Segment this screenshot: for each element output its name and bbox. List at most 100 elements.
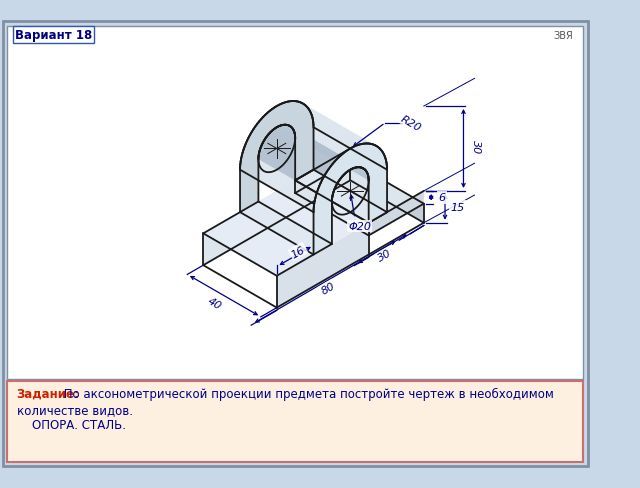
Polygon shape	[248, 136, 323, 181]
Text: ОПОРА. СТАЛЬ.: ОПОРА. СТАЛЬ.	[17, 418, 125, 431]
Polygon shape	[279, 104, 355, 148]
Polygon shape	[262, 144, 336, 188]
Polygon shape	[369, 191, 424, 236]
Polygon shape	[282, 103, 357, 147]
Polygon shape	[259, 157, 332, 201]
Polygon shape	[302, 104, 377, 147]
Polygon shape	[240, 165, 314, 210]
Polygon shape	[204, 181, 369, 276]
Polygon shape	[292, 129, 366, 172]
Polygon shape	[312, 116, 386, 161]
Text: 40: 40	[206, 296, 223, 311]
Text: 30: 30	[376, 248, 394, 264]
Text: R20: R20	[399, 114, 423, 133]
Polygon shape	[272, 130, 347, 174]
Polygon shape	[280, 126, 355, 169]
Polygon shape	[263, 116, 339, 160]
Polygon shape	[259, 151, 333, 195]
Polygon shape	[268, 112, 344, 156]
Polygon shape	[292, 102, 368, 144]
Polygon shape	[289, 126, 364, 169]
Polygon shape	[350, 162, 424, 224]
Polygon shape	[270, 132, 344, 176]
Polygon shape	[294, 134, 369, 177]
Polygon shape	[295, 137, 369, 181]
Polygon shape	[246, 142, 321, 187]
Bar	[8, 381, 583, 462]
Polygon shape	[291, 102, 366, 144]
Polygon shape	[303, 105, 379, 148]
Polygon shape	[259, 156, 332, 200]
Polygon shape	[271, 131, 346, 175]
Polygon shape	[288, 102, 364, 145]
Polygon shape	[240, 168, 314, 213]
Polygon shape	[285, 125, 359, 168]
Polygon shape	[262, 142, 337, 186]
Polygon shape	[261, 118, 337, 162]
Polygon shape	[241, 162, 314, 207]
Polygon shape	[259, 154, 333, 198]
Polygon shape	[255, 125, 331, 170]
Polygon shape	[266, 113, 341, 158]
Polygon shape	[268, 135, 342, 178]
Polygon shape	[292, 128, 366, 171]
Polygon shape	[313, 121, 387, 165]
Text: 15: 15	[451, 203, 465, 212]
Polygon shape	[294, 102, 370, 144]
Polygon shape	[250, 133, 325, 178]
Polygon shape	[296, 102, 372, 145]
Bar	[8, 27, 583, 379]
Polygon shape	[295, 149, 350, 194]
Polygon shape	[241, 156, 316, 202]
Polygon shape	[294, 133, 368, 176]
Polygon shape	[305, 106, 380, 149]
Text: По аксонометрической проекции предмета постройте чертеж в необходимом: По аксонометрической проекции предмета п…	[60, 387, 554, 400]
Polygon shape	[295, 162, 424, 236]
Polygon shape	[279, 126, 354, 169]
Polygon shape	[284, 125, 358, 168]
Text: ЗВЯ: ЗВЯ	[553, 30, 573, 41]
Polygon shape	[294, 132, 368, 175]
Polygon shape	[286, 102, 362, 145]
Text: 6: 6	[438, 193, 446, 203]
Polygon shape	[247, 139, 322, 184]
Polygon shape	[265, 138, 339, 182]
Text: Задание:: Задание:	[17, 387, 79, 400]
Polygon shape	[308, 109, 383, 153]
Polygon shape	[293, 130, 367, 173]
Polygon shape	[252, 130, 327, 175]
Polygon shape	[264, 141, 338, 185]
Polygon shape	[266, 137, 340, 181]
Polygon shape	[313, 123, 387, 168]
Polygon shape	[267, 136, 342, 179]
Polygon shape	[259, 159, 332, 202]
Polygon shape	[295, 135, 369, 178]
Text: 30: 30	[472, 139, 481, 154]
Polygon shape	[257, 122, 333, 167]
Polygon shape	[272, 108, 348, 152]
Polygon shape	[287, 125, 361, 168]
Polygon shape	[314, 144, 387, 255]
Polygon shape	[309, 110, 383, 154]
Text: 16: 16	[289, 244, 307, 260]
Polygon shape	[244, 147, 318, 193]
Polygon shape	[312, 118, 387, 163]
Polygon shape	[293, 131, 367, 174]
Polygon shape	[276, 224, 369, 308]
Text: Вариант 18: Вариант 18	[15, 29, 92, 42]
Polygon shape	[276, 105, 353, 149]
Polygon shape	[295, 162, 350, 213]
Polygon shape	[295, 136, 369, 180]
Polygon shape	[241, 159, 315, 204]
Polygon shape	[287, 126, 362, 168]
Bar	[13, 27, 94, 44]
Polygon shape	[240, 102, 314, 213]
Polygon shape	[259, 153, 333, 197]
Polygon shape	[244, 144, 319, 190]
Text: количестве видов.: количестве видов.	[17, 403, 132, 416]
Polygon shape	[291, 127, 365, 170]
Polygon shape	[275, 129, 349, 172]
Polygon shape	[260, 147, 335, 191]
Polygon shape	[240, 202, 332, 255]
Polygon shape	[282, 126, 356, 168]
